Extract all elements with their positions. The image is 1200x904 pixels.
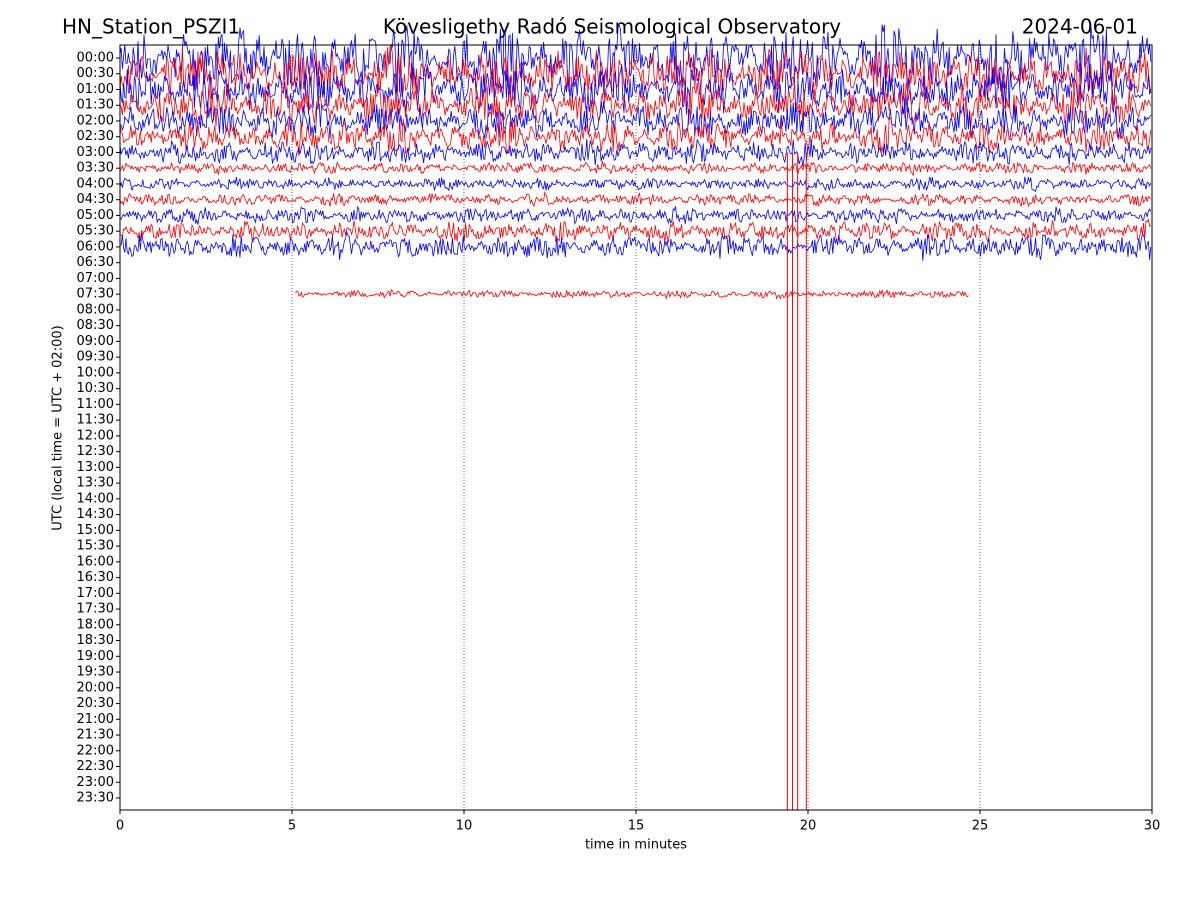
y-tick-label: 14:00 [77,491,114,506]
trace [119,230,1152,261]
y-tick-label: 04:30 [77,192,114,207]
x-axis-label: time in minutes [585,838,687,853]
y-tick-label: 21:00 [77,712,114,727]
y-tick-label: 01:00 [77,82,114,97]
trace [119,138,1152,167]
x-tick-label: 5 [288,819,296,834]
y-tick-label: 18:00 [77,617,114,632]
x-tick-label: 30 [1144,819,1161,834]
trace [119,82,1152,128]
x-tick-label: 15 [628,819,645,834]
y-tick-label: 20:00 [77,680,114,695]
y-tick-label: 09:30 [77,350,114,365]
plot-area [119,24,1153,810]
y-tick-label: 14:30 [77,507,114,522]
y-tick-label: 08:30 [77,318,114,333]
x-tick-label: 20 [800,819,817,834]
y-tick-label: 18:30 [77,633,114,648]
y-tick-label: 00:00 [77,51,114,66]
station: HN_Station_PSZI1 [62,15,240,39]
trace [295,288,969,300]
y-tick-label: 07:00 [77,271,114,286]
y-tick-label: 23:00 [77,775,114,790]
y-tick-label: 10:00 [77,365,114,380]
y-tick-label: 15:00 [77,523,114,538]
y-tick-label: 04:00 [77,176,114,191]
trace [119,43,1152,105]
y-tick-label: 22:30 [77,759,114,774]
y-tick-label: 17:30 [77,602,114,617]
y-tick-label: 12:00 [77,428,114,443]
date: 2024-06-01 [1022,15,1138,39]
y-tick-label: 01:30 [77,98,114,113]
y-tick-label: 10:30 [77,381,114,396]
x-tick-label: 10 [456,819,473,834]
y-tick-label: 06:30 [77,255,114,270]
chart-title: Kövesligethy Radó Seismological Observat… [383,15,841,39]
y-tick-label: 13:00 [77,460,114,475]
y-tick-label: 22:00 [77,743,114,758]
y-tick-label: 16:30 [77,570,114,585]
y-tick-label: 02:30 [77,129,114,144]
trace [119,160,1152,177]
y-tick-label: 17:00 [77,586,114,601]
trace [119,205,1152,225]
y-tick-label: 07:30 [77,287,114,302]
y-tick-label: 15:30 [77,539,114,554]
y-tick-label: 06:00 [77,239,114,254]
y-tick-label: 19:30 [77,665,114,680]
y-tick-label: 13:30 [77,476,114,491]
trace [119,98,1152,139]
y-axis-label: UTC (local time = UTC + 02:00) [51,325,66,530]
x-tick-label: 25 [972,819,989,834]
y-tick-label: 19:00 [77,649,114,664]
y-tick-label: 05:00 [77,208,114,223]
y-tick-label: 03:00 [77,145,114,160]
y-tick-label: 02:00 [77,113,114,128]
y-tick-label: 05:30 [77,224,114,239]
trace [119,190,1152,208]
y-tick-label: 00:30 [77,66,114,81]
y-tick-label: 09:00 [77,334,114,349]
y-tick-label: 11:00 [77,397,114,412]
y-tick-label: 11:30 [77,413,114,428]
x-tick-label: 0 [116,819,124,834]
trace [119,218,1152,244]
y-tick-label: 12:30 [77,444,114,459]
y-tick-label: 20:30 [77,696,114,711]
trace [119,176,1152,193]
y-tick-label: 08:00 [77,302,114,317]
y-tick-label: 03:30 [77,161,114,176]
y-tick-label: 21:30 [77,728,114,743]
y-tick-label: 23:30 [77,791,114,806]
y-tick-label: 16:00 [77,554,114,569]
